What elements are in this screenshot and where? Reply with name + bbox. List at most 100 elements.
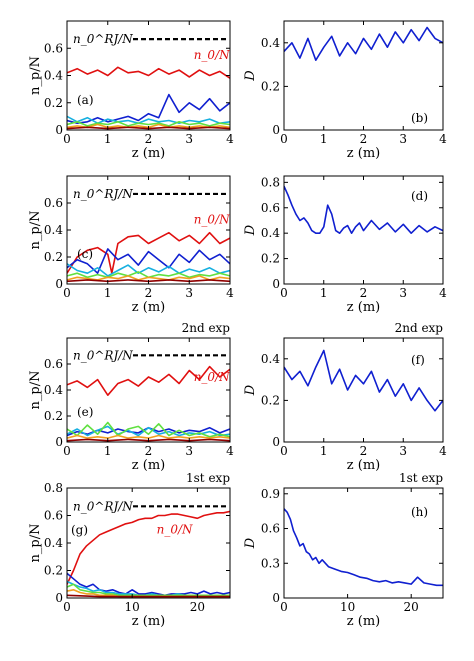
y-tick-label: 0.3: [261, 556, 280, 570]
series-line-4: [67, 421, 230, 438]
x-axis-label: z (m): [132, 146, 165, 161]
plot-frame: [283, 487, 444, 599]
y-tick-label: 0: [272, 435, 280, 449]
panel-label: (b): [411, 111, 428, 125]
series-line-1: [67, 365, 230, 396]
panel-g: n_0^RJ/N 0 10 20 0 0.2 0.4 0.6 0.8 z (m) n_p/N (g) n…: [28, 471, 231, 629]
series-line-3: [67, 115, 230, 124]
series-annotation: n_0/N: [157, 522, 193, 536]
x-tick-label: 20: [190, 600, 205, 614]
y-tick-label: 0: [55, 277, 63, 291]
series-line-1: [67, 66, 230, 79]
x-tick-label: 2: [360, 132, 368, 146]
series-line-1: [284, 508, 443, 587]
y-tick-label: 0.4: [261, 226, 280, 240]
x-axis-label: z (m): [132, 614, 165, 629]
x-tick-label: 0: [63, 600, 71, 614]
series-line-2: [67, 93, 230, 124]
panel-label: (c): [77, 247, 93, 261]
x-tick-label: 3: [399, 444, 407, 458]
experiment-note: 2nd exp: [395, 321, 444, 335]
y-tick-label: 0.2: [44, 96, 63, 110]
series-line-2: [67, 572, 230, 597]
y-axis-label: n_p/N: [28, 371, 43, 410]
y-axis-label: D: [243, 224, 258, 236]
x-tick-label: 2: [360, 444, 368, 458]
x-tick-label: 4: [439, 132, 447, 146]
x-tick-label: 10: [125, 600, 140, 614]
y-axis-label: n_p/N: [28, 524, 43, 563]
experiment-note: 1st exp: [186, 471, 230, 485]
series-line-1: [284, 349, 443, 412]
y-tick-label: 0: [272, 591, 280, 605]
x-tick-label: 1: [320, 132, 328, 146]
x-tick-label: 10: [340, 600, 355, 614]
y-tick-label: 0.6: [44, 509, 63, 523]
x-tick-label: 0: [63, 132, 71, 146]
panel-d: 0 1 2 3 4 0 0.2 0.4 0.6 0.8 z (m) D (d): [243, 175, 447, 315]
x-tick-label: 20: [404, 600, 419, 614]
y-tick-label: 0.2: [261, 393, 280, 407]
x-tick-label: 0: [280, 600, 288, 614]
x-tick-label: 0: [63, 444, 71, 458]
y-axis-label: n_p/N: [28, 211, 43, 250]
x-tick-label: 0: [63, 286, 71, 300]
y-tick-label: 0.4: [261, 352, 280, 366]
y-tick-label: 0: [272, 123, 280, 137]
y-axis-label: D: [243, 70, 258, 82]
panel-b: 0 1 2 3 4 0 0.2 0.4 z (m) D (b): [243, 20, 447, 161]
y-tick-label: 0.9: [261, 487, 280, 501]
y-tick-label: 0.6: [261, 201, 280, 215]
y-tick-label: 0: [55, 435, 63, 449]
panel-a: n_0^RJ/N 0 1 2 3 4 0 0.2 0.4 0.6 z (m) n_p/N (a) n_0/…: [28, 20, 234, 161]
x-tick-label: 3: [185, 444, 193, 458]
panel-e: n_0^RJ/N 0 1 2 3 4 0 0.2 0.4 0.6 z (m) n_p/N (e) n_0/…: [28, 321, 234, 473]
x-tick-label: 3: [185, 132, 193, 146]
reference-line-label: n_0^RJ/N: [73, 348, 133, 362]
y-axis-label: n_p/N: [28, 56, 43, 95]
x-tick-label: 4: [439, 444, 447, 458]
x-tick-label: 4: [226, 132, 234, 146]
series-line-4: [67, 271, 230, 279]
series-annotation: n_0/N: [194, 370, 230, 384]
panel-f: 0 1 2 3 4 0 0.2 0.4 z (m) D (f) 2nd exp: [243, 321, 447, 473]
y-tick-label: 0.4: [44, 223, 63, 237]
x-tick-label: 0: [280, 286, 288, 300]
y-tick-label: 0.8: [261, 175, 280, 189]
y-tick-label: 0.4: [261, 36, 280, 50]
x-axis-label: z (m): [132, 458, 165, 473]
reference-line-label: n_0^RJ/N: [73, 32, 133, 46]
panel-c: n_0^RJ/N 0 1 2 3 4 0 0.2 0.4 0.6 z (m) n_p/N (c) n_0/…: [28, 175, 234, 315]
y-tick-label: 0: [55, 591, 63, 605]
x-axis-label: z (m): [347, 614, 380, 629]
series-line-1: [284, 185, 443, 234]
series-line-5: [67, 275, 230, 281]
y-tick-label: 0.4: [44, 69, 63, 83]
series-line-1: [284, 26, 443, 61]
y-tick-label: 0: [272, 277, 280, 291]
x-tick-label: 4: [439, 286, 447, 300]
x-tick-label: 3: [399, 132, 407, 146]
panel-label: (e): [77, 405, 93, 419]
panel-h: 0 10 20 0 0.3 0.6 0.9 z (m) D (h) 1st exp: [243, 471, 444, 629]
y-axis-label: D: [243, 537, 258, 549]
x-tick-label: 3: [185, 286, 193, 300]
series-line-1: [67, 510, 230, 585]
x-tick-label: 4: [226, 286, 234, 300]
x-axis-label: z (m): [347, 146, 380, 161]
x-tick-label: 1: [104, 286, 112, 300]
series-line-6: [67, 594, 230, 598]
x-tick-label: 2: [145, 444, 153, 458]
experiment-note: 2nd exp: [182, 321, 231, 335]
x-tick-label: 2: [145, 132, 153, 146]
panel-label: (d): [411, 189, 428, 203]
y-tick-label: 0.8: [44, 481, 63, 495]
x-axis-label: z (m): [132, 300, 165, 315]
y-tick-label: 0.6: [261, 522, 280, 536]
x-tick-label: 1: [320, 444, 328, 458]
x-tick-label: 3: [399, 286, 407, 300]
x-tick-label: 0: [280, 132, 288, 146]
experiment-note: 1st exp: [399, 471, 443, 485]
